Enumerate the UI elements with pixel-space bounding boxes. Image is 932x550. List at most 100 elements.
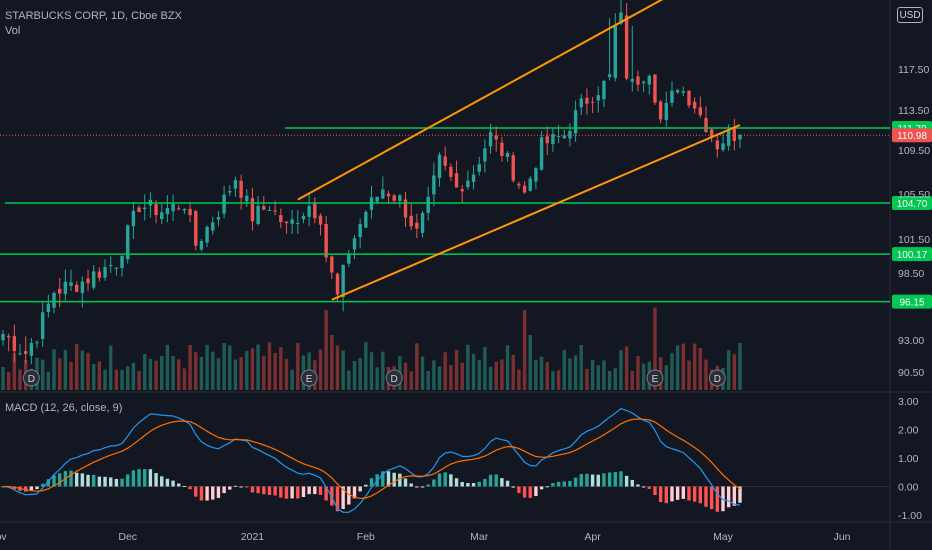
candle-body <box>624 15 629 79</box>
macd-histogram-bar <box>160 476 164 487</box>
volume-bar <box>568 358 572 390</box>
candle <box>658 100 663 124</box>
volume-bar <box>630 371 634 390</box>
candle-body <box>386 193 391 197</box>
candle-body <box>188 208 192 216</box>
macd-histogram-bar <box>250 486 255 493</box>
volume-bar <box>675 345 680 390</box>
macd-histogram-bar <box>194 486 198 497</box>
macd-histogram-bar <box>709 486 714 510</box>
candle-body <box>698 107 703 116</box>
candle <box>40 301 45 347</box>
candle-body <box>57 288 62 294</box>
candle-body <box>182 208 187 211</box>
volume-bar <box>528 335 532 390</box>
candle-body <box>29 343 34 356</box>
volume-bar <box>296 342 300 390</box>
macd-histogram-bar <box>664 486 669 504</box>
candle <box>664 91 669 127</box>
volume-bar <box>364 342 368 390</box>
candle-body <box>511 155 515 181</box>
candle <box>381 176 385 199</box>
candle <box>670 81 674 108</box>
macd-histogram-bar <box>205 486 209 501</box>
volume-bar <box>211 351 215 390</box>
candle <box>647 74 651 95</box>
volume-bar <box>335 345 340 390</box>
macd-histogram-bar <box>273 486 277 496</box>
macd-histogram-bar <box>692 486 697 502</box>
candle <box>437 152 442 187</box>
macd-histogram-bar <box>517 486 521 493</box>
volume-bar <box>80 350 85 390</box>
candle <box>347 250 351 267</box>
candle <box>545 126 549 156</box>
macd-histogram-bar <box>636 484 640 487</box>
candle <box>500 136 504 162</box>
marker-circle <box>22 369 40 387</box>
macd-histogram-bar <box>40 483 45 487</box>
volume-bar <box>148 358 153 390</box>
candle <box>477 156 481 176</box>
volume-bar <box>262 355 266 390</box>
volume-bar <box>250 348 255 390</box>
candle-body <box>545 136 549 144</box>
candle <box>641 80 646 93</box>
candle <box>443 146 447 171</box>
candle-body <box>477 164 481 172</box>
macd-histogram-bar <box>511 486 515 488</box>
candle-body <box>375 196 379 202</box>
candle <box>562 129 566 139</box>
candle-body <box>256 205 260 224</box>
candle-body <box>92 271 96 288</box>
candle <box>449 163 453 181</box>
macd-histogram-bar <box>143 469 147 487</box>
volume-bar <box>692 343 697 390</box>
macd-histogram-bar <box>301 486 306 497</box>
macd-histogram-bar <box>386 471 391 487</box>
candle-body <box>471 174 476 182</box>
macd-histogram-bar <box>35 486 39 490</box>
volume-bar <box>324 309 328 390</box>
candle-body <box>301 215 306 220</box>
volume-bar <box>69 361 73 390</box>
macd-histogram-bar <box>318 486 323 495</box>
candle-body <box>352 238 357 250</box>
marker-circle <box>300 369 318 387</box>
candle-body <box>647 75 651 85</box>
candle <box>211 216 215 235</box>
volume-bar <box>6 371 11 390</box>
macd-histogram-bar <box>715 486 720 512</box>
volume-bar <box>590 359 595 390</box>
macd-histogram-bar <box>74 472 79 487</box>
candle <box>653 74 657 105</box>
macd-histogram-bar <box>364 484 368 487</box>
macd-histogram-bar <box>432 479 436 487</box>
candle-body <box>245 195 249 202</box>
macd-histogram-bar <box>619 471 623 487</box>
macd-histogram-bar <box>29 486 34 491</box>
candle-body <box>528 178 532 191</box>
volume-bar <box>415 343 419 390</box>
candle-body <box>109 265 113 267</box>
volume-bar <box>341 350 345 390</box>
candle <box>120 255 124 277</box>
candle <box>154 200 158 224</box>
macd-histogram-bar <box>687 486 691 501</box>
candle <box>692 97 697 114</box>
volume-bar <box>256 344 260 390</box>
volume-bar <box>109 345 113 390</box>
macd-histogram-bar <box>675 486 680 500</box>
price-tick-label: 113.50 <box>898 105 929 117</box>
candle <box>466 170 470 190</box>
candle-body <box>177 208 181 210</box>
candle-body <box>420 212 425 233</box>
volume-bar <box>63 349 68 390</box>
currency-button[interactable]: USD <box>897 7 923 23</box>
candle-body <box>641 81 646 84</box>
candle-body <box>449 166 453 177</box>
candle-body <box>488 132 493 147</box>
macd-histogram-bar <box>449 474 453 487</box>
candle-body <box>454 173 459 188</box>
